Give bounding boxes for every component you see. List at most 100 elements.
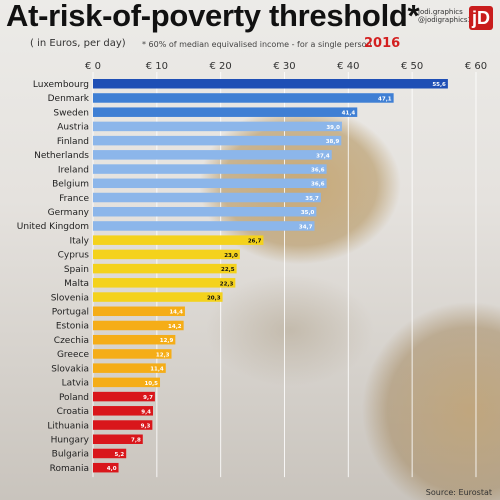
value-label: 23,0 — [224, 253, 238, 259]
value-label: 36,6 — [311, 182, 325, 188]
category-label: Cyprus — [58, 251, 90, 261]
bar — [93, 320, 184, 331]
bar — [93, 292, 223, 302]
value-label: 14,2 — [168, 324, 182, 330]
brand-name: jodi.graphics — [418, 8, 463, 16]
year-label: 2016 — [364, 36, 401, 51]
category-label: Sweden — [53, 108, 89, 118]
value-label: 34,7 — [299, 224, 313, 230]
bar — [93, 462, 119, 473]
bar — [93, 79, 448, 89]
brand-credit: jodi.graphics @jodigraphics15 — [418, 8, 476, 24]
bar — [93, 235, 264, 245]
bar — [93, 178, 327, 189]
bar — [93, 221, 315, 231]
bar — [93, 135, 342, 146]
bar — [93, 93, 394, 103]
value-label: 38,9 — [326, 139, 340, 145]
value-label: 37,4 — [316, 153, 330, 159]
value-label: 47,1 — [378, 96, 392, 102]
value-label: 9,3 — [141, 423, 151, 429]
value-label: 11,4 — [150, 367, 164, 373]
bar — [93, 391, 155, 402]
category-label: Hungary — [51, 436, 90, 446]
category-label: Spain — [64, 265, 89, 275]
category-label: United Kingdom — [17, 222, 89, 232]
value-label: 5,2 — [114, 452, 124, 458]
category-label: Latvia — [62, 379, 89, 389]
footnote: * 60% of median equivalised income - for… — [142, 40, 372, 49]
bar — [93, 121, 342, 132]
category-label: Ireland — [58, 165, 89, 175]
bar — [93, 334, 176, 345]
bar — [93, 192, 321, 203]
category-label: Malta — [64, 279, 89, 289]
category-label: France — [59, 194, 89, 204]
bar — [93, 249, 240, 260]
category-label: Czechia — [54, 336, 89, 346]
category-label: Slovakia — [51, 364, 89, 374]
value-label: 26,7 — [248, 239, 262, 245]
category-label: Bulgaria — [52, 450, 89, 460]
brand-logo: jD — [469, 6, 493, 30]
category-label: Estonia — [56, 322, 89, 332]
value-label: 12,9 — [160, 338, 174, 344]
unit-subtitle: ( in Euros, per day) — [30, 38, 126, 49]
value-label: 12,3 — [156, 352, 170, 358]
bar — [93, 206, 317, 217]
category-label: Austria — [57, 123, 89, 133]
category-label: Denmark — [48, 94, 90, 104]
category-label: Netherlands — [34, 151, 89, 161]
category-label: Portugal — [52, 308, 89, 318]
category-label: Romania — [50, 464, 89, 474]
value-label: 36,6 — [311, 168, 325, 174]
bar — [93, 434, 143, 444]
category-label: Slovenia — [51, 293, 89, 303]
category-label: Italy — [69, 236, 89, 246]
category-label: Greece — [57, 350, 89, 360]
value-label: 35,7 — [305, 196, 319, 202]
value-label: 22,3 — [220, 281, 234, 287]
x-tick-label: € 40 — [337, 61, 359, 72]
bar — [93, 448, 127, 459]
brand-handle: @jodigraphics15 — [418, 16, 477, 24]
bar — [93, 150, 332, 160]
category-label: Luxembourg — [33, 80, 89, 90]
bar — [93, 263, 237, 274]
bar — [93, 164, 327, 174]
bar — [93, 278, 236, 288]
value-label: 9,4 — [141, 409, 151, 415]
value-label: 10,5 — [144, 381, 158, 387]
x-tick-label: € 20 — [210, 61, 232, 72]
source-credit: Source: Eurostat — [425, 488, 492, 497]
x-tick-label: € 60 — [465, 61, 487, 72]
x-tick-label: € 30 — [273, 61, 295, 72]
bar — [93, 107, 358, 117]
category-label: Poland — [59, 393, 89, 403]
value-label: 20,3 — [207, 296, 221, 302]
value-label: 7,8 — [131, 438, 141, 444]
value-label: 22,5 — [221, 267, 235, 273]
value-label: 55,6 — [432, 82, 446, 88]
bar — [93, 363, 166, 373]
value-label: 35,0 — [301, 210, 315, 216]
bar — [93, 349, 172, 359]
category-label: Belgium — [52, 180, 89, 190]
value-label: 4,0 — [107, 466, 117, 472]
bar — [93, 406, 154, 416]
value-label: 14,4 — [169, 310, 183, 316]
value-label: 41,4 — [342, 111, 356, 117]
bar — [93, 377, 161, 388]
x-tick-label: € 0 — [85, 61, 101, 72]
x-tick-label: € 10 — [146, 61, 168, 72]
category-label: Germany — [48, 208, 90, 218]
category-label: Croatia — [57, 407, 89, 417]
bar — [93, 420, 153, 430]
x-tick-label: € 50 — [401, 61, 423, 72]
category-label: Finland — [57, 137, 89, 147]
value-label: 9,7 — [143, 395, 153, 401]
bar — [93, 306, 185, 317]
category-label: Lithuania — [47, 421, 89, 431]
chart-title: At-risk-of-poverty threshold* — [6, 0, 420, 33]
